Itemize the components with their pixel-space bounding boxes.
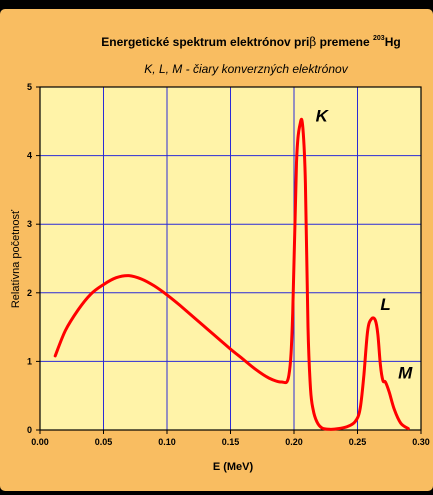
y-tick-label: 1 (27, 356, 32, 366)
plot-border (39, 86, 422, 431)
peak-label-k: K (316, 106, 330, 125)
peak-label-m: M (398, 364, 413, 383)
x-tick-label: 0.00 (31, 437, 49, 447)
x-axis-label: E (MeV) (213, 461, 254, 473)
spectrum-line (53, 117, 410, 431)
x-tick-label: 0.15 (222, 437, 240, 447)
y-tick-label: 4 (27, 151, 32, 161)
y-axis-label: Relatívna početnosť (10, 209, 22, 308)
x-tick-label: 0.25 (349, 437, 367, 447)
x-tick-label: 0.30 (412, 437, 430, 447)
chart-title: Energetické spektrum elektrónov priβ pre… (101, 35, 400, 49)
y-tick-label: 5 (27, 82, 32, 92)
x-tick-label: 0.20 (285, 437, 303, 447)
chart-subtitle: K, L, M - čiary konverzných elektrónov (144, 62, 348, 76)
y-tick-label: 3 (27, 219, 32, 229)
x-tick-label: 0.10 (158, 437, 176, 447)
y-tick-label: 0 (27, 425, 32, 435)
peak-label-l: L (380, 295, 390, 314)
x-tick-label: 0.05 (95, 437, 113, 447)
y-tick-label: 2 (27, 288, 32, 298)
